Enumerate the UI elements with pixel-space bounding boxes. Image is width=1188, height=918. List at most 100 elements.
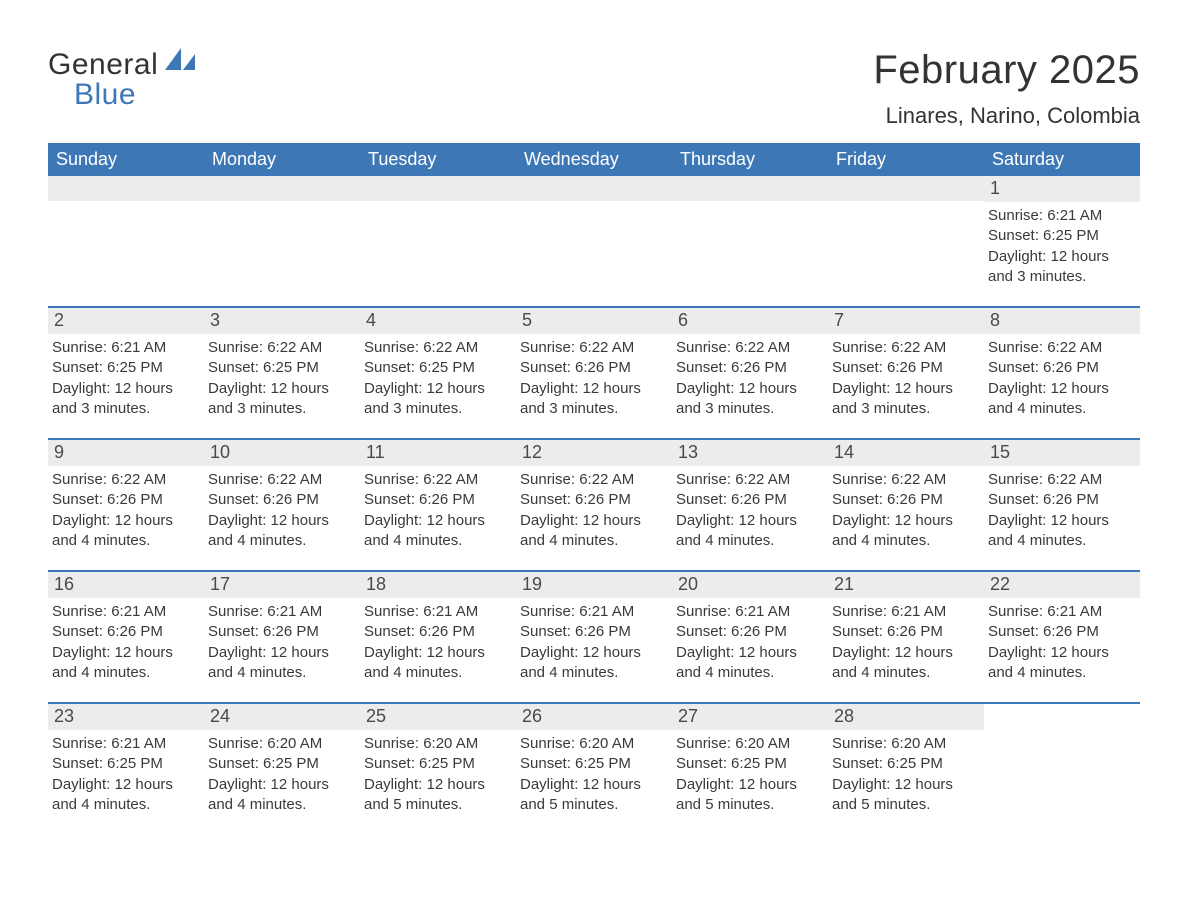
sunset-line: Sunset: 6:26 PM — [832, 622, 980, 642]
day-number: 28 — [828, 704, 984, 730]
calendar-day-cell: 28Sunrise: 6:20 AMSunset: 6:25 PMDayligh… — [828, 704, 984, 834]
daylight-line: Daylight: 12 hours and 5 minutes. — [364, 775, 512, 816]
weekday-heading: Sunday — [48, 143, 204, 176]
day-number: 21 — [828, 572, 984, 598]
daylight-line: Daylight: 12 hours and 4 minutes. — [364, 511, 512, 552]
weekday-heading: Friday — [828, 143, 984, 176]
day-details: Sunrise: 6:21 AMSunset: 6:26 PMDaylight:… — [672, 598, 828, 683]
sunset-line: Sunset: 6:26 PM — [520, 490, 668, 510]
calendar-day-cell — [360, 176, 516, 306]
day-details: Sunrise: 6:22 AMSunset: 6:26 PMDaylight:… — [516, 466, 672, 551]
day-details: Sunrise: 6:22 AMSunset: 6:26 PMDaylight:… — [672, 466, 828, 551]
sunrise-line: Sunrise: 6:22 AM — [520, 470, 668, 490]
calendar-day-cell: 26Sunrise: 6:20 AMSunset: 6:25 PMDayligh… — [516, 704, 672, 834]
day-number: 8 — [984, 308, 1140, 334]
sunrise-line: Sunrise: 6:22 AM — [676, 470, 824, 490]
day-details: Sunrise: 6:22 AMSunset: 6:26 PMDaylight:… — [360, 466, 516, 551]
daylight-line: Daylight: 12 hours and 3 minutes. — [364, 379, 512, 420]
day-number: 7 — [828, 308, 984, 334]
day-number: 2 — [48, 308, 204, 334]
sunrise-line: Sunrise: 6:22 AM — [52, 470, 200, 490]
logo-sail-icon — [165, 48, 195, 75]
day-details: Sunrise: 6:22 AMSunset: 6:26 PMDaylight:… — [204, 466, 360, 551]
calendar-week-row: 2Sunrise: 6:21 AMSunset: 6:25 PMDaylight… — [48, 306, 1140, 438]
weekday-heading: Thursday — [672, 143, 828, 176]
day-number — [204, 176, 360, 201]
day-number: 11 — [360, 440, 516, 466]
daylight-line: Daylight: 12 hours and 3 minutes. — [676, 379, 824, 420]
sunset-line: Sunset: 6:26 PM — [52, 490, 200, 510]
day-details: Sunrise: 6:21 AMSunset: 6:25 PMDaylight:… — [48, 730, 204, 815]
day-details: Sunrise: 6:22 AMSunset: 6:26 PMDaylight:… — [984, 334, 1140, 419]
sunset-line: Sunset: 6:25 PM — [988, 226, 1136, 246]
day-number: 25 — [360, 704, 516, 730]
sunrise-line: Sunrise: 6:22 AM — [988, 470, 1136, 490]
day-number: 4 — [360, 308, 516, 334]
day-details: Sunrise: 6:21 AMSunset: 6:26 PMDaylight:… — [360, 598, 516, 683]
day-number: 9 — [48, 440, 204, 466]
calendar-day-cell: 5Sunrise: 6:22 AMSunset: 6:26 PMDaylight… — [516, 308, 672, 438]
day-number: 5 — [516, 308, 672, 334]
calendar-day-cell: 1Sunrise: 6:21 AMSunset: 6:25 PMDaylight… — [984, 176, 1140, 306]
day-number: 24 — [204, 704, 360, 730]
sunset-line: Sunset: 6:26 PM — [364, 622, 512, 642]
calendar-day-cell: 16Sunrise: 6:21 AMSunset: 6:26 PMDayligh… — [48, 572, 204, 702]
sunrise-line: Sunrise: 6:21 AM — [832, 602, 980, 622]
calendar-day-cell: 10Sunrise: 6:22 AMSunset: 6:26 PMDayligh… — [204, 440, 360, 570]
day-details: Sunrise: 6:21 AMSunset: 6:26 PMDaylight:… — [516, 598, 672, 683]
sunrise-line: Sunrise: 6:20 AM — [520, 734, 668, 754]
calendar-day-cell: 12Sunrise: 6:22 AMSunset: 6:26 PMDayligh… — [516, 440, 672, 570]
daylight-line: Daylight: 12 hours and 4 minutes. — [52, 643, 200, 684]
sunrise-line: Sunrise: 6:20 AM — [208, 734, 356, 754]
calendar-day-cell: 13Sunrise: 6:22 AMSunset: 6:26 PMDayligh… — [672, 440, 828, 570]
sunset-line: Sunset: 6:25 PM — [364, 358, 512, 378]
calendar-day-cell — [516, 176, 672, 306]
calendar-day-cell: 18Sunrise: 6:21 AMSunset: 6:26 PMDayligh… — [360, 572, 516, 702]
sunrise-line: Sunrise: 6:22 AM — [676, 338, 824, 358]
day-number — [516, 176, 672, 201]
calendar-day-cell — [984, 704, 1140, 834]
sunset-line: Sunset: 6:25 PM — [832, 754, 980, 774]
day-details: Sunrise: 6:22 AMSunset: 6:26 PMDaylight:… — [516, 334, 672, 419]
calendar-day-cell: 27Sunrise: 6:20 AMSunset: 6:25 PMDayligh… — [672, 704, 828, 834]
calendar-day-cell: 21Sunrise: 6:21 AMSunset: 6:26 PMDayligh… — [828, 572, 984, 702]
location-subtitle: Linares, Narino, Colombia — [873, 103, 1140, 129]
sunrise-line: Sunrise: 6:21 AM — [988, 206, 1136, 226]
sunrise-line: Sunrise: 6:20 AM — [832, 734, 980, 754]
weekday-heading: Saturday — [984, 143, 1140, 176]
calendar-day-cell: 14Sunrise: 6:22 AMSunset: 6:26 PMDayligh… — [828, 440, 984, 570]
day-details: Sunrise: 6:22 AMSunset: 6:26 PMDaylight:… — [672, 334, 828, 419]
daylight-line: Daylight: 12 hours and 5 minutes. — [676, 775, 824, 816]
sunrise-line: Sunrise: 6:22 AM — [208, 470, 356, 490]
calendar-day-cell: 2Sunrise: 6:21 AMSunset: 6:25 PMDaylight… — [48, 308, 204, 438]
day-number: 27 — [672, 704, 828, 730]
logo-word-general: General — [48, 48, 158, 81]
day-number: 26 — [516, 704, 672, 730]
sunset-line: Sunset: 6:26 PM — [988, 358, 1136, 378]
day-number: 14 — [828, 440, 984, 466]
day-details: Sunrise: 6:22 AMSunset: 6:26 PMDaylight:… — [828, 334, 984, 419]
daylight-line: Daylight: 12 hours and 4 minutes. — [52, 775, 200, 816]
brand-logo: General Blue — [48, 48, 195, 112]
calendar-weekday-header: Sunday Monday Tuesday Wednesday Thursday… — [48, 143, 1140, 176]
sunrise-line: Sunrise: 6:21 AM — [52, 338, 200, 358]
day-number: 18 — [360, 572, 516, 598]
calendar-day-cell: 4Sunrise: 6:22 AMSunset: 6:25 PMDaylight… — [360, 308, 516, 438]
calendar-day-cell: 15Sunrise: 6:22 AMSunset: 6:26 PMDayligh… — [984, 440, 1140, 570]
sunset-line: Sunset: 6:26 PM — [988, 490, 1136, 510]
day-details: Sunrise: 6:21 AMSunset: 6:26 PMDaylight:… — [984, 598, 1140, 683]
sunset-line: Sunset: 6:25 PM — [52, 358, 200, 378]
sunrise-line: Sunrise: 6:21 AM — [52, 734, 200, 754]
day-number: 10 — [204, 440, 360, 466]
calendar-day-cell: 3Sunrise: 6:22 AMSunset: 6:25 PMDaylight… — [204, 308, 360, 438]
calendar-page: General Blue February 2025 Linares, Nari… — [0, 0, 1188, 874]
daylight-line: Daylight: 12 hours and 4 minutes. — [520, 511, 668, 552]
sunset-line: Sunset: 6:26 PM — [208, 622, 356, 642]
day-details: Sunrise: 6:22 AMSunset: 6:25 PMDaylight:… — [360, 334, 516, 419]
calendar-week-row: 16Sunrise: 6:21 AMSunset: 6:26 PMDayligh… — [48, 570, 1140, 702]
calendar-day-cell: 20Sunrise: 6:21 AMSunset: 6:26 PMDayligh… — [672, 572, 828, 702]
calendar-day-cell: 22Sunrise: 6:21 AMSunset: 6:26 PMDayligh… — [984, 572, 1140, 702]
sunset-line: Sunset: 6:26 PM — [208, 490, 356, 510]
weekday-heading: Monday — [204, 143, 360, 176]
daylight-line: Daylight: 12 hours and 4 minutes. — [364, 643, 512, 684]
